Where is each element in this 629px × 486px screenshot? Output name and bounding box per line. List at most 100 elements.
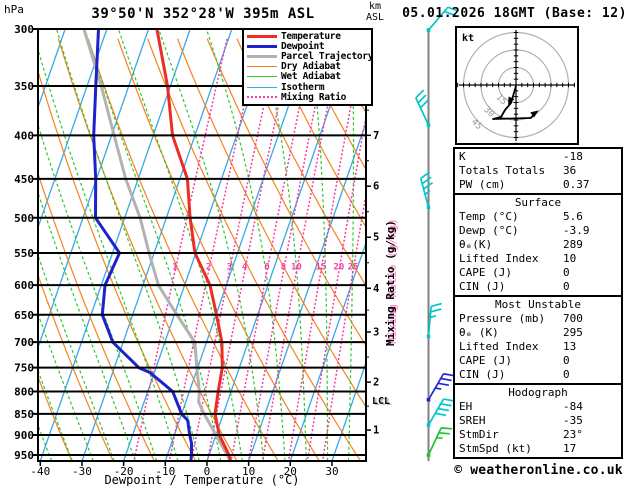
wind-barb-feather (443, 372, 455, 377)
legend-label: Isotherm (281, 81, 325, 93)
stats-label: θₑ (K) (459, 326, 499, 339)
wind-barb-feather (447, 6, 459, 12)
isotherm-line (248, 120, 366, 461)
isotherm-line (331, 360, 366, 461)
mixing-ratio-value-label: 4 (242, 262, 248, 272)
stats-value: 13 (563, 340, 577, 353)
wet-adiabat-line (348, 29, 355, 461)
lcl-marker-label: LCL (372, 396, 391, 407)
wind-barb-feather (437, 407, 449, 412)
stats-row: StmDir 23° (459, 428, 617, 442)
legend-item: Temperature (247, 30, 369, 42)
stats-value: 0 (563, 368, 570, 381)
isotherm-line (38, 29, 150, 350)
dry-adiabat-line (206, 38, 366, 347)
legend-swatch-mixing-ratio (247, 96, 277, 99)
dry-adiabat-line (266, 38, 366, 229)
stats-value: 23° (563, 428, 583, 441)
dry-adiabat-line (38, 171, 155, 461)
stats-row: CAPE (J) 0 (459, 266, 617, 280)
legend-label: Temperature (281, 30, 341, 42)
wet-adiabat-line (38, 123, 158, 461)
pressure-tick-label: 550 (14, 247, 34, 260)
legend-swatch-temperature (247, 34, 277, 38)
wet-adiabat-line (38, 190, 136, 461)
stats-section-most-unstable: Most Unstable Pressure (mb) 700 θₑ (K) 295 Li… (453, 295, 623, 385)
stats-label: Dewp (°C) (459, 224, 519, 237)
mixing-ratio-value-label: 25 (348, 262, 359, 272)
wind-barb-shaft (427, 373, 445, 401)
legend-item: Parcel Trajectory (247, 51, 373, 62)
wind-barb-feather (443, 10, 455, 17)
hodograph-trace (492, 85, 536, 120)
mixing-ratio-value-label: 10 (291, 262, 302, 272)
x-axis-title: Dewpoint / Temperature (°C) (104, 473, 299, 486)
wind-barb (426, 302, 442, 339)
dry-adiabat-line (38, 69, 197, 461)
hodograph-trace-arrow (530, 110, 539, 118)
stats-row: Totals Totals 36 (459, 164, 617, 178)
isotherm-line (38, 29, 66, 110)
mixing-ratio-line (321, 189, 366, 461)
stats-label: StmSpd (kt) (459, 442, 532, 455)
wet-adiabat-line (38, 368, 73, 461)
isotherm-line (81, 29, 233, 461)
stats-value: 0.37 (563, 178, 590, 191)
stats-section: K -18 Totals Totals 36 PW (cm) 0.37 (453, 147, 623, 195)
stats-value: 10 (563, 252, 577, 265)
legend-item: Mixing Ratio (247, 91, 369, 103)
stats-section-header: Hodograph (508, 386, 568, 399)
stats-section-hodograph: Hodograph EH -84 SREH -35 StmDir 23° StmSpd (kt… (453, 383, 623, 459)
legend-swatch-dry-adiabat (247, 66, 277, 68)
wind-barb-feather (440, 377, 452, 382)
mixing-ratio-line (306, 111, 366, 461)
wind-barb-anchor (426, 334, 431, 339)
wet-adiabat-line (158, 29, 265, 461)
temp-tick-label: 10 (242, 465, 255, 478)
stats-label: PW (cm) (459, 178, 506, 191)
wind-barb-shaft (427, 427, 442, 456)
stats-section-surface: Surface Temp (°C) 5.6 Dewp (°C) -3.9 θₑ(K) 289… (453, 193, 623, 297)
km-tick-label: 3 (373, 326, 379, 338)
mixing-ratio-line (247, 37, 330, 461)
pressure-tick-label: 450 (14, 173, 34, 186)
stats-row: Temp (°C) 5.6 (459, 210, 617, 224)
wind-barb-feather (423, 181, 434, 190)
stats-label: CAPE (J) (459, 354, 512, 367)
asl-axis-unit: ASL (366, 12, 385, 23)
temp-tick-label: -10 (155, 465, 175, 478)
pressure-tick-label: 400 (14, 129, 34, 142)
mixing-ratio-line (230, 37, 315, 461)
stats-value: 0 (563, 266, 570, 279)
temp-tick-label: -30 (72, 465, 92, 478)
wind-barb (419, 171, 434, 210)
station-title: 39°50'N 352°28'W 395m ASL (91, 6, 315, 22)
stats-value: 5.6 (563, 210, 583, 223)
stats-label: Totals Totals (459, 164, 546, 177)
legend-item: Wet Adiabat (247, 71, 369, 82)
stats-label: CIN (J) (459, 280, 506, 293)
km-axis-unit: km (369, 1, 382, 12)
pressure-tick-label: 750 (14, 362, 34, 375)
pressure-tick-label: 950 (14, 449, 34, 462)
wind-barb (426, 398, 455, 427)
legend-swatch-wet-adiabat (247, 76, 277, 78)
wind-barb-shaft (427, 398, 445, 426)
pressure-tick-label: 850 (14, 408, 34, 421)
hodograph-trace-arrow (508, 96, 515, 106)
km-tick-label: 5 (373, 232, 379, 244)
temp-tick-label: -40 (30, 465, 50, 478)
legend-item: Dry Adiabat (247, 61, 369, 72)
legend-label: Mixing Ratio (281, 91, 347, 103)
pressure-tick-label: 500 (14, 212, 34, 225)
temperature-curve (155, 29, 232, 461)
stats-section-header: Surface (514, 196, 562, 209)
datetime-title: 05.01.2026 18GMT (Base: 12) (402, 6, 627, 21)
stats-panel: K -18 Totals Totals 36 PW (cm) 0.37 Surface Tem… (453, 147, 623, 459)
stats-label: SREH (459, 414, 486, 427)
stats-label: EH (459, 400, 473, 413)
stats-value: -84 (563, 400, 583, 413)
dry-adiabat-line (38, 375, 73, 461)
temp-tick-label: -20 (114, 465, 134, 478)
copyright: © weatheronline.co.uk (454, 463, 623, 478)
